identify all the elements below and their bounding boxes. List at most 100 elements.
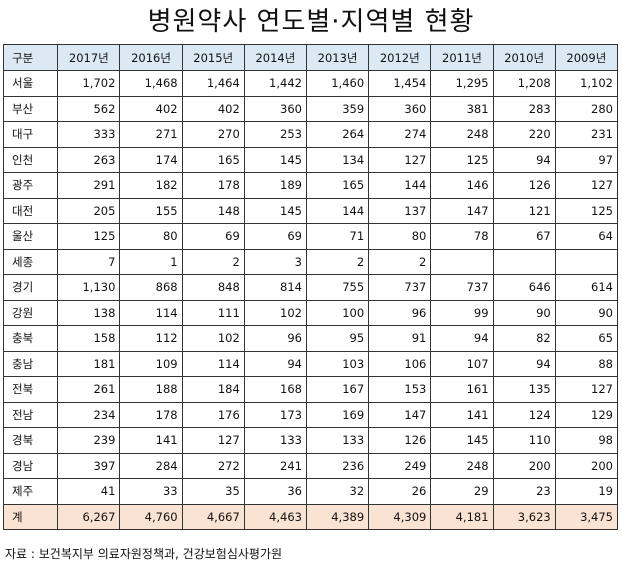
value-cell: 97 [554, 146, 619, 173]
table-row: 세종 7 1 2 3 2 2 [2, 248, 619, 275]
value-cell: 1,130 [57, 274, 121, 301]
value-cell: 402 [181, 95, 245, 122]
value-cell: 133 [305, 427, 370, 454]
region-cell: 충북 [2, 325, 59, 352]
region-cell: 전남 [2, 401, 59, 428]
value-cell: 249 [368, 452, 432, 479]
value-cell: 64 [554, 223, 619, 250]
value-cell: 129 [554, 401, 619, 428]
value-cell: 94 [430, 325, 494, 352]
region-cell: 인천 [2, 146, 59, 173]
value-cell: 90 [554, 299, 619, 326]
value-cell: 100 [305, 299, 370, 326]
value-cell: 109 [119, 350, 183, 377]
table-row: 경북 239 141 127 133 133 126 145 110 98 [2, 427, 619, 454]
value-cell: 110 [492, 427, 556, 454]
value-cell: 155 [119, 197, 183, 224]
table-header-row: 구분 2017년 2016년 2015년 2014년 2013년 2012년 2… [2, 44, 619, 71]
value-cell: 200 [554, 452, 619, 479]
value-cell: 153 [368, 376, 432, 403]
source-note: 자료 : 보건복지부 의료자원정책과, 건강보험심사평가원 [5, 547, 283, 561]
value-cell: 144 [305, 197, 370, 224]
region-cell: 울산 [2, 223, 59, 250]
value-cell: 169 [305, 401, 370, 428]
table-row: 전남 234 178 176 173 169 147 141 124 129 [2, 401, 619, 428]
value-cell: 1,702 [57, 70, 121, 97]
region-cell: 경남 [2, 452, 59, 479]
value-cell: 200 [492, 452, 556, 479]
value-cell: 82 [492, 325, 556, 352]
value-cell: 814 [243, 274, 307, 301]
value-cell: 148 [181, 197, 245, 224]
table-row: 강원 138 114 111 102 100 96 99 90 90 [2, 299, 619, 326]
value-cell: 248 [430, 121, 494, 148]
value-cell: 125 [57, 223, 121, 250]
value-cell: 1,454 [368, 70, 432, 97]
table-row: 대전 205 155 148 145 144 137 147 121 125 [2, 197, 619, 224]
value-cell: 7 [57, 248, 121, 275]
region-cell: 충남 [2, 350, 59, 377]
value-cell: 125 [554, 197, 619, 224]
value-cell: 78 [430, 223, 494, 250]
value-cell: 234 [57, 401, 121, 428]
value-cell: 176 [181, 401, 245, 428]
value-cell: 283 [492, 95, 556, 122]
value-cell: 272 [181, 452, 245, 479]
value-cell: 2 [181, 248, 245, 275]
value-cell: 737 [368, 274, 432, 301]
value-cell: 381 [430, 95, 494, 122]
region-cell: 세종 [2, 248, 59, 275]
value-cell: 80 [119, 223, 183, 250]
value-cell: 178 [181, 172, 245, 199]
value-cell: 270 [181, 121, 245, 148]
value-cell: 141 [119, 427, 183, 454]
value-cell: 3 [243, 248, 307, 275]
value-cell: 94 [492, 350, 556, 377]
region-cell: 경북 [2, 427, 59, 454]
value-cell: 291 [57, 172, 121, 199]
value-cell: 32 [305, 478, 370, 505]
value-cell: 4,667 [181, 503, 245, 530]
value-cell [430, 248, 494, 275]
value-cell: 127 [181, 427, 245, 454]
value-cell: 145 [243, 197, 307, 224]
value-cell: 103 [305, 350, 370, 377]
table-row: 경기 1,130 868 848 814 755 737 737 646 614 [2, 274, 619, 301]
value-cell: 80 [368, 223, 432, 250]
header-year: 2015년 [181, 44, 245, 71]
value-cell: 99 [430, 299, 494, 326]
value-cell: 144 [368, 172, 432, 199]
value-cell: 261 [57, 376, 121, 403]
value-cell: 6,267 [57, 503, 121, 530]
table-row: 전북 261 188 184 168 167 153 161 135 127 [2, 376, 619, 403]
value-cell: 646 [492, 274, 556, 301]
value-cell: 121 [492, 197, 556, 224]
value-cell: 614 [554, 274, 619, 301]
table-row: 경남 397 284 272 241 236 249 248 200 200 [2, 452, 619, 479]
value-cell: 114 [119, 299, 183, 326]
region-cell: 경기 [2, 274, 59, 301]
value-cell: 127 [554, 172, 619, 199]
value-cell: 168 [243, 376, 307, 403]
value-cell: 127 [368, 146, 432, 173]
value-cell: 26 [368, 478, 432, 505]
table-row: 충남 181 109 114 94 103 106 107 94 88 [2, 350, 619, 377]
table-row: 인천 263 174 165 145 134 127 125 94 97 [2, 146, 619, 173]
value-cell: 126 [368, 427, 432, 454]
value-cell: 4,181 [430, 503, 494, 530]
table-row: 충북 158 112 102 96 95 91 94 82 65 [2, 325, 619, 352]
value-cell: 174 [119, 146, 183, 173]
value-cell [554, 248, 619, 275]
value-cell: 65 [554, 325, 619, 352]
value-cell: 3,475 [554, 503, 619, 530]
value-cell: 188 [119, 376, 183, 403]
region-cell: 대구 [2, 121, 59, 148]
header-region: 구분 [2, 44, 59, 71]
region-cell: 광주 [2, 172, 59, 199]
value-cell: 205 [57, 197, 121, 224]
value-cell: 98 [554, 427, 619, 454]
header-year: 2014년 [243, 44, 307, 71]
table-body: 서울 1,702 1,468 1,464 1,442 1,460 1,454 1,295 1,2… [2, 70, 619, 530]
value-cell: 167 [305, 376, 370, 403]
value-cell: 161 [430, 376, 494, 403]
